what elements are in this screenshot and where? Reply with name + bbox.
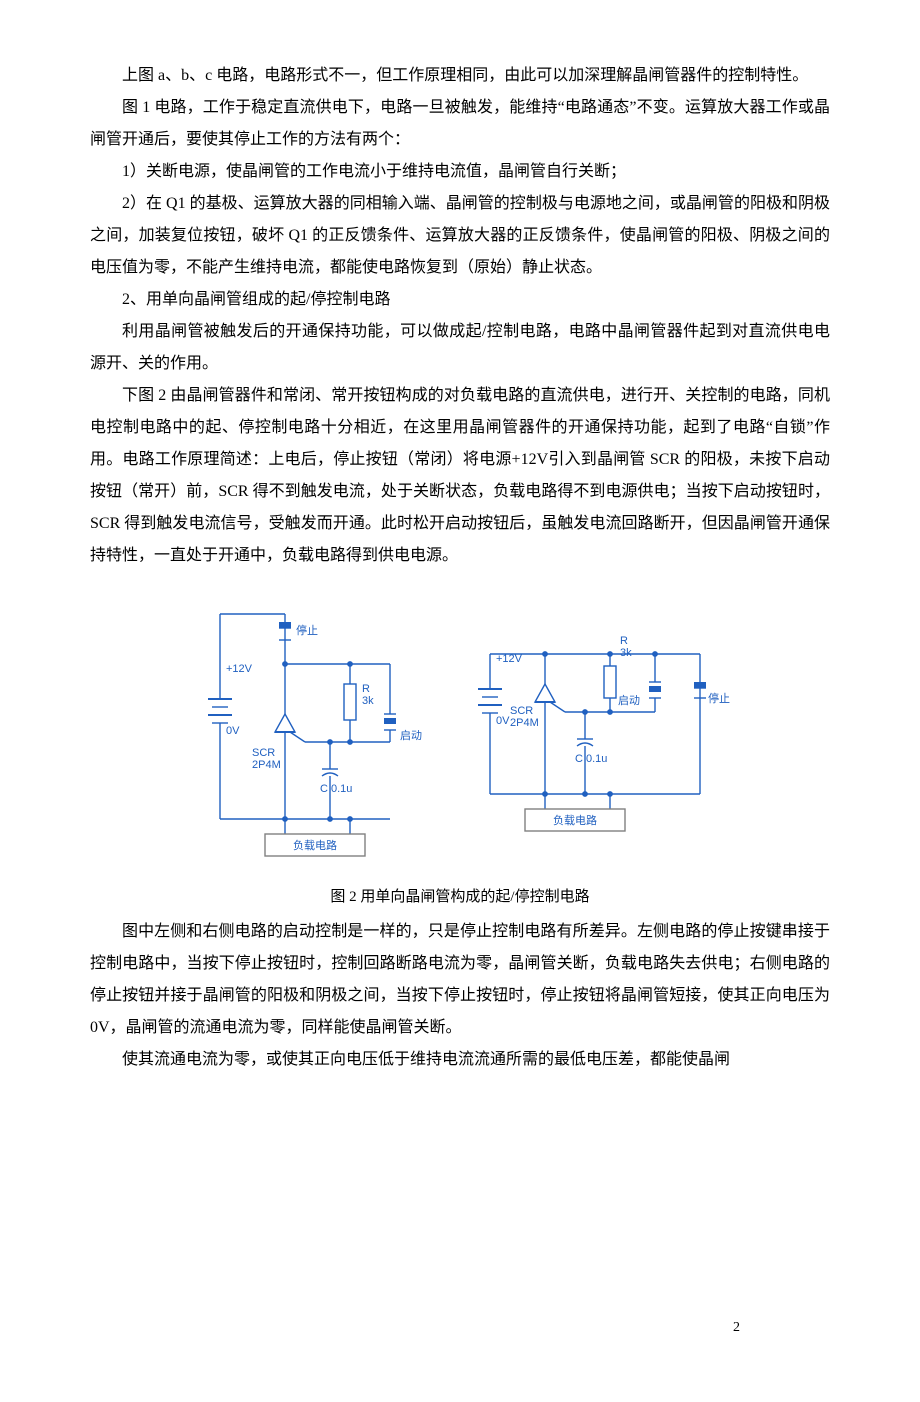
label-scr-left-1: SCR — [252, 747, 275, 759]
figure-2-caption: 图 2 用单向晶闸管构成的起/停控制电路 — [90, 882, 830, 912]
label-stop-left: 停止 — [296, 623, 318, 637]
label-c-right: C 0.1u — [575, 753, 607, 765]
label-plus12v-left: +12V — [226, 663, 253, 675]
paragraph: 利用晶闸管被触发后的开通保持功能，可以做成起/控制电路，电路中晶闸管器件起到对直… — [90, 316, 830, 380]
label-c-left: C 0.1u — [320, 783, 352, 795]
label-r-right-2: 3k — [620, 647, 632, 659]
label-start-right: 启动 — [618, 694, 640, 707]
label-scr-right-1: SCR — [510, 705, 533, 717]
label-0v-left: 0V — [226, 725, 240, 737]
figure-2: +12V 0V 停止 SCR 2P4M C 0.1u — [90, 584, 830, 876]
paragraph: 2、用单向晶闸管组成的起/停控制电路 — [90, 284, 830, 316]
label-stop-right: 停止 — [708, 691, 730, 705]
label-r-left-1: R — [362, 683, 370, 695]
label-load-right: 负载电路 — [553, 813, 597, 827]
paragraph: 图 1 电路，工作于稳定直流供电下，电路一旦被触发，能维持“电路通态”不变。运算… — [90, 92, 830, 156]
left-circuit: +12V 0V 停止 SCR 2P4M C 0.1u — [208, 614, 422, 856]
label-load-left: 负载电路 — [293, 838, 337, 852]
label-start-left: 启动 — [400, 729, 422, 742]
paragraph: 图中左侧和右侧电路的启动控制是一样的，只是停止控制电路有所差异。左侧电路的停止按… — [90, 916, 830, 1044]
paragraph: 1）关断电源，使晶闸管的工作电流小于维持电流值，晶闸管自行关断； — [90, 156, 830, 188]
label-0v-right: 0V — [496, 715, 510, 727]
paragraph: 2）在 Q1 的基极、运算放大器的同相输入端、晶闸管的控制极与电源地之间，或晶闸… — [90, 188, 830, 284]
label-scr-left-2: 2P4M — [252, 759, 281, 771]
label-r-right-1: R — [620, 635, 628, 647]
right-circuit: +12V 0V SCR 2P4M C 0.1u R 3k — [478, 635, 730, 831]
circuit-diagram: +12V 0V 停止 SCR 2P4M C 0.1u — [190, 584, 730, 864]
paragraph: 上图 a、b、c 电路，电路形式不一，但工作原理相同，由此可以加深理解晶闸管器件… — [90, 60, 830, 92]
paragraph: 使其流通电流为零，或使其正向电压低于维持电流流通所需的最低电压差，都能使晶闸 — [90, 1044, 830, 1076]
page-number: 2 — [733, 1314, 740, 1342]
label-scr-right-2: 2P4M — [510, 717, 539, 729]
label-r-left-2: 3k — [362, 695, 374, 707]
label-plus12v-right: +12V — [496, 653, 523, 665]
paragraph: 下图 2 由晶闸管器件和常闭、常开按钮构成的对负载电路的直流供电，进行开、关控制… — [90, 380, 830, 572]
